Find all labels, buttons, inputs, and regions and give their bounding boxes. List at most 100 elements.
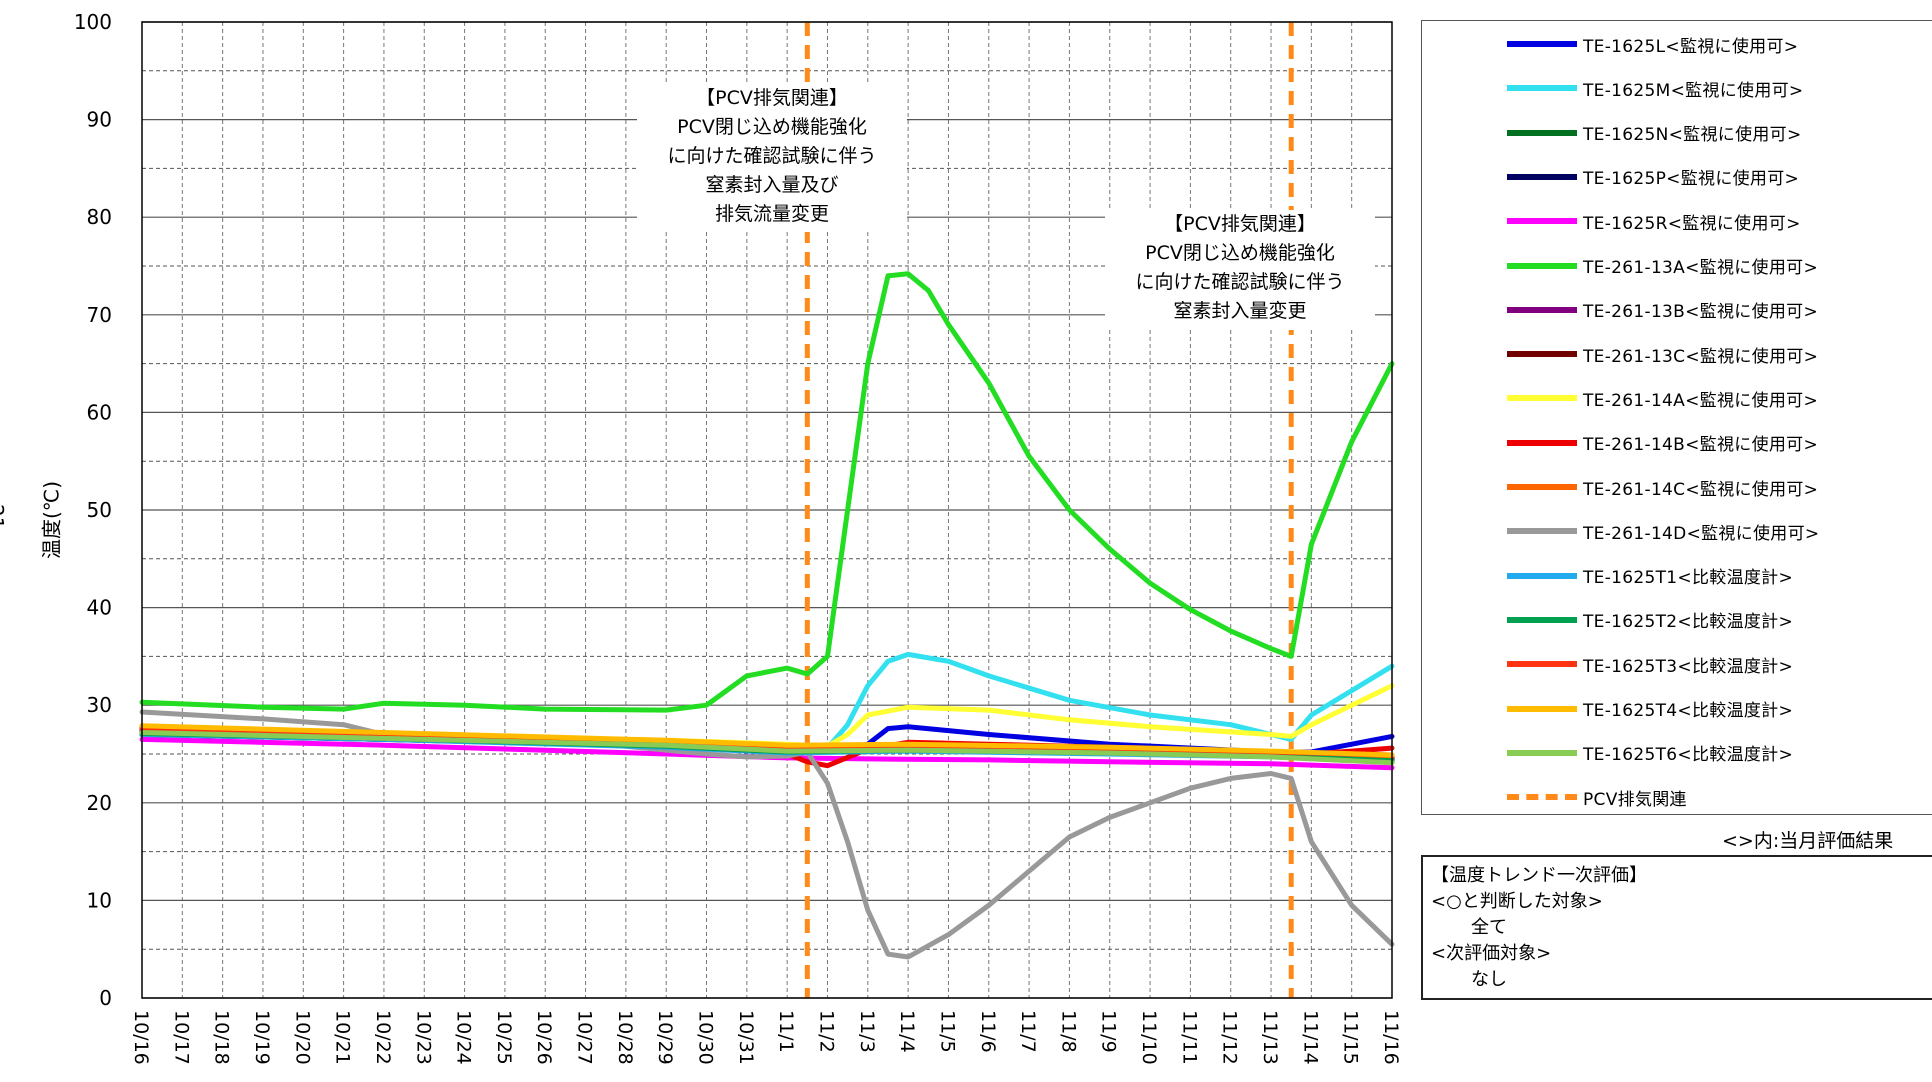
- legend-swatch: [1507, 528, 1577, 535]
- evaluation-next-value: なし: [1471, 969, 1507, 990]
- annotation-line: PCV閉じ込め機能強化: [1145, 242, 1335, 264]
- x-tick-label: 10/29: [654, 1010, 676, 1065]
- x-tick-label: 11/15: [1340, 1010, 1362, 1065]
- x-tick-label: 11/2: [815, 1010, 837, 1053]
- legend-swatch: [1507, 218, 1577, 225]
- series-line: [139, 723, 1395, 758]
- x-tick-label: 10/19: [251, 1010, 273, 1065]
- x-tick-label: 11/1: [775, 1010, 797, 1053]
- y-tick-label: 40: [87, 596, 112, 620]
- legend-label: TE-1625T3<比較温度計>: [1583, 656, 1794, 677]
- legend-label: TE-261-14B<監視に使用可>: [1583, 435, 1819, 456]
- x-tick-label: 10/17: [170, 1010, 192, 1065]
- x-tick-label: 11/9: [1098, 1010, 1120, 1053]
- evaluation-box: 【温度トレンド一次評価】 <○と判断した対象> 全て <次評価対象> なし: [1421, 855, 1932, 1000]
- legend-label: TE-1625T2<比較温度計>: [1583, 612, 1794, 633]
- legend-swatch: [1507, 85, 1577, 92]
- legend-swatch: [1507, 173, 1577, 180]
- x-tick-label: 10/20: [291, 1010, 313, 1065]
- x-tick-label: 10/26: [533, 1010, 555, 1065]
- y-tick-label: 100: [74, 10, 112, 34]
- legend-label: TE-1625R<監視に使用可>: [1583, 213, 1801, 234]
- y-tick-label: 10: [87, 888, 112, 912]
- x-tick-label: 10/23: [412, 1010, 434, 1065]
- x-tick-label: 10/31: [735, 1010, 757, 1065]
- legend-item: PCV排気関連: [1507, 786, 1687, 810]
- legend-swatch: [1507, 616, 1577, 623]
- legend-label: TE-1625T1<比較温度計>: [1583, 568, 1794, 589]
- x-tick-label: 11/8: [1057, 1010, 1079, 1053]
- legend-note: <>内:当月評価結果: [1722, 830, 1894, 852]
- evaluation-judged-value: 全て: [1471, 917, 1507, 938]
- legend-swatch: [1507, 395, 1577, 402]
- x-tick-label: 10/28: [614, 1010, 636, 1065]
- annotation-line: 排気流量変更: [714, 203, 829, 225]
- legend-label: TE-261-13B<監視に使用可>: [1583, 302, 1819, 323]
- legend-label: PCV排気関連: [1583, 789, 1687, 810]
- legend-label: TE-261-13A<監視に使用可>: [1583, 258, 1818, 278]
- legend-swatch: [1507, 794, 1577, 801]
- evaluation-title: 【温度トレンド一次評価】: [1431, 865, 1647, 886]
- x-tick-label: 11/12: [1219, 1010, 1241, 1065]
- x-tick-label: 11/13: [1259, 1010, 1281, 1065]
- annotation-line: に向けた確認試験に伴う: [1135, 271, 1345, 293]
- y-tick-label: 70: [87, 303, 112, 327]
- evaluation-next-label: <次評価対象>: [1431, 943, 1552, 964]
- legend-label: TE-261-13C<監視に使用可>: [1583, 346, 1819, 367]
- chart-axes: 0 10 20 30 40 50 60 70 80 90 100 10/16 10/17 10/18 10/…: [74, 10, 1402, 1065]
- x-tick-label: 11/11: [1178, 1010, 1200, 1065]
- x-tick-label: 10/24: [453, 1010, 475, 1065]
- legend-swatch: [1507, 705, 1577, 712]
- legend-item: TE-261-14B<監視に使用可>: [1507, 432, 1819, 456]
- legend-item: TE-1625T6<比較温度計>: [1507, 742, 1793, 765]
- series-lines: [139, 271, 1395, 960]
- legend-item: TE-1625L<監視に使用可>: [1507, 33, 1799, 57]
- legend-item: TE-261-14A<監視に使用可>: [1507, 387, 1818, 411]
- x-tick-label: 11/16: [1380, 1010, 1402, 1065]
- x-tick-label: 11/14: [1299, 1010, 1321, 1065]
- x-tick-label: 10/21: [332, 1010, 354, 1065]
- x-tick-label: 11/7: [1017, 1010, 1039, 1053]
- legend-swatch: [1507, 306, 1577, 313]
- chart-legend: TE-1625L<監視に使用可> TE-1625M<監視に使用可> TE-1625N…: [1421, 20, 1932, 815]
- x-tick-label: 10/30: [695, 1010, 717, 1065]
- evaluation-judged-label: <○と判断した対象>: [1431, 891, 1603, 912]
- legend-item: TE-1625T3<比較温度計>: [1507, 653, 1794, 677]
- legend-label: TE-261-14D<監視に使用可>: [1583, 523, 1820, 544]
- y-tick-label: 20: [87, 791, 112, 815]
- legend-swatch: [1507, 41, 1577, 47]
- x-tick-label: 10/22: [372, 1010, 394, 1065]
- annotation-line: 【PCV排気関連】: [1164, 213, 1316, 235]
- y-tick-label: 60: [87, 400, 112, 424]
- y-tick-label: 30: [87, 693, 112, 717]
- legend-swatch: [1507, 572, 1577, 579]
- legend-swatch: [1507, 351, 1577, 358]
- series-line: [139, 730, 1395, 766]
- legend-item: TE-261-13C<監視に使用可>: [1507, 343, 1819, 367]
- legend-item: TE-1625P<監視に使用可>: [1507, 166, 1799, 189]
- legend-swatch: [1507, 484, 1577, 490]
- x-tick-label: 11/6: [977, 1010, 999, 1053]
- annotation-line: PCV閉じ込め機能強化: [677, 116, 867, 138]
- x-tick-label: 10/18: [211, 1010, 233, 1065]
- legend-swatch: [1507, 262, 1577, 269]
- x-tick-label: 11/4: [896, 1010, 918, 1053]
- legend-label: TE-1625N<監視に使用可>: [1583, 125, 1802, 146]
- legend-label: TE-1625L<監視に使用可>: [1583, 36, 1799, 57]
- annotation-pcv-1: 【PCV排気関連】 PCV閉じ込め機能強化 に向けた確認試験に伴う 窒素封入量及…: [637, 84, 907, 232]
- legend-item: TE-261-14C<監視に使用可>: [1507, 476, 1819, 500]
- legend-item: TE-261-13B<監視に使用可>: [1507, 299, 1819, 323]
- x-tick-label: 10/27: [574, 1010, 596, 1065]
- legend-swatch: [1507, 439, 1577, 446]
- series-line: [139, 271, 1395, 713]
- annotation-line: 窒素封入量及び: [705, 174, 839, 196]
- x-tick-label: 10/16: [130, 1010, 152, 1065]
- legend-item: TE-1625N<監視に使用可>: [1507, 122, 1802, 146]
- legend-swatch: [1507, 749, 1577, 756]
- chart-grid: [141, 21, 1393, 999]
- y-tick-label: 80: [87, 205, 112, 229]
- legend-item: TE-1625R<監視に使用可>: [1507, 210, 1801, 234]
- y-tick-label: 90: [87, 108, 112, 132]
- legend-label: TE-261-14C<監視に使用可>: [1583, 479, 1819, 500]
